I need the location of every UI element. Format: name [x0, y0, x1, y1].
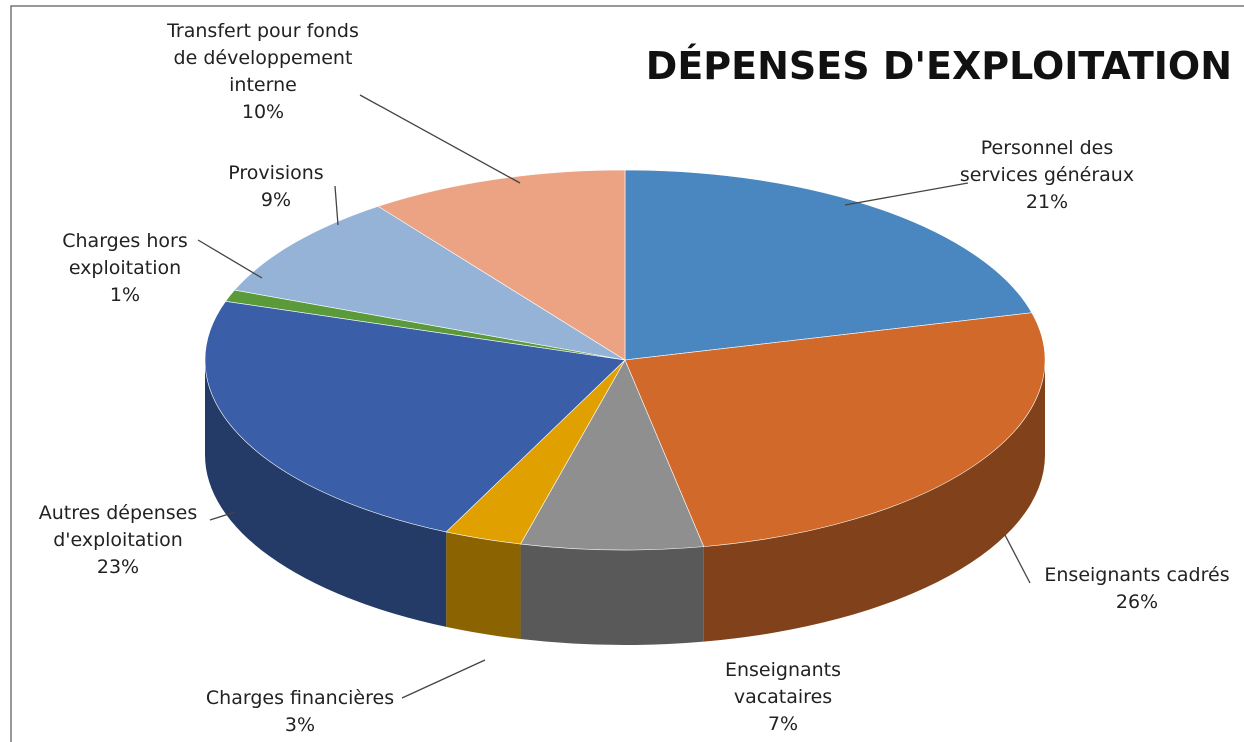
- leader-line: [359, 94, 521, 184]
- pie-side: [703, 360, 1045, 642]
- pie-side: [520, 544, 704, 645]
- category-name: Charges financières: [205, 687, 395, 709]
- pie-slice: [520, 359, 705, 551]
- pie-slice: [377, 169, 626, 361]
- leader-line: [334, 185, 339, 226]
- leader-line: [844, 182, 969, 206]
- category-name: Provisions: [228, 162, 324, 184]
- category-name: Autres dépenses d'exploitation: [38, 502, 198, 551]
- category-name: Charges hors exploitation: [62, 230, 188, 279]
- value-label: 10%: [241, 101, 285, 123]
- value-label: 23%: [96, 556, 140, 578]
- value-label: 3%: [284, 714, 316, 736]
- value-label: 9%: [260, 189, 292, 211]
- value-label: 21%: [1025, 191, 1069, 213]
- slice-label: Charges financières 3%: [170, 685, 430, 739]
- slice-label: Provisions 9%: [206, 160, 346, 214]
- leader-line: [1004, 534, 1031, 584]
- slice-label: Enseignants vacataires 7%: [713, 657, 853, 738]
- slice-label: Transfert pour fonds de développement in…: [163, 18, 363, 126]
- slice-label: Enseignants cadrés 26%: [1017, 562, 1244, 616]
- frame: [10, 5, 1244, 742]
- value-label: 26%: [1115, 591, 1159, 613]
- category-name: Enseignants cadrés: [1044, 564, 1230, 586]
- slice-label: Personnel des services généraux 21%: [952, 135, 1142, 216]
- pie-side: [446, 531, 521, 640]
- pie-slice: [204, 300, 626, 533]
- value-label: 1%: [109, 284, 141, 306]
- leader-line: [401, 659, 486, 699]
- slice-label: Charges hors exploitation 1%: [50, 228, 200, 309]
- pie-slice: [233, 205, 626, 361]
- leader-line: [197, 239, 263, 279]
- chart-title: DÉPENSES D'EXPLOITATION: [645, 44, 1232, 88]
- leader-lines: [197, 94, 1031, 699]
- slice-label: Autres dépenses d'exploitation 23%: [18, 500, 218, 581]
- category-name: Transfert pour fonds de développement in…: [167, 20, 359, 96]
- leader-line: [209, 511, 236, 521]
- category-name: Enseignants vacataires: [724, 659, 842, 708]
- value-label: 7%: [767, 713, 799, 735]
- pie-slice: [624, 312, 1046, 547]
- category-name: Personnel des services généraux: [959, 137, 1135, 186]
- pie-slice: [624, 169, 1033, 361]
